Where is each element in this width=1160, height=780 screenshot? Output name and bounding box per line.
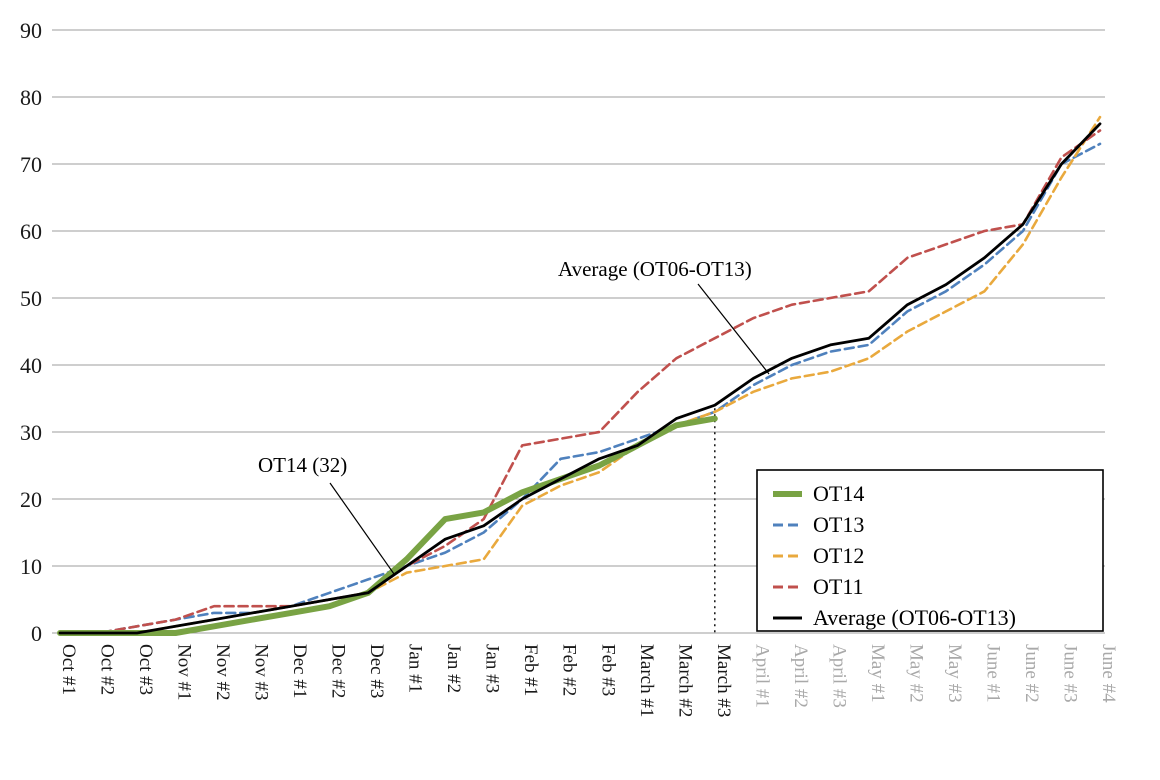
x-axis-label: June #2 [1021,644,1042,703]
x-axis-label: Jan #3 [482,644,503,693]
x-axis-label: May #1 [867,644,888,703]
x-axis-label: May #2 [905,644,926,703]
x-axis-label: Dec #2 [328,644,349,698]
legend-box [756,469,1104,632]
x-axis-label: June #3 [1059,644,1080,703]
legend-item-ot14: OT14 [773,481,864,506]
x-axis-label: Nov #3 [251,644,272,700]
x-axis-label: Feb #1 [520,644,541,696]
x-axis-label: Dec #1 [289,644,310,698]
series-line-ot13 [58,142,1102,635]
y-axis-label: 60 [20,219,42,244]
series-line-ot14 [57,415,718,636]
x-axis-label: Feb #3 [597,644,618,696]
y-axis-labels: 0 10 20 30 40 50 60 70 80 90 [20,18,42,646]
y-axis-label: 10 [20,554,42,579]
y-axis-label: 0 [31,621,42,646]
x-axis-label: Dec #3 [366,644,387,698]
legend: OT14 OT13 OT12 OT11 Average (OT06-OT13) [756,469,1104,632]
x-axis-label: Nov #2 [212,644,233,700]
series-line-ot11 [58,129,1102,635]
y-axis-label: 40 [20,353,42,378]
annotation-ot14-leader-line [329,482,395,575]
x-axis-label: Oct #1 [58,644,79,695]
legend-item-ot11: OT11 [773,574,864,599]
x-axis-labels: Oct #1 Oct #2 Oct #3 Nov #1 Nov #2 Nov #3 Dec … [58,644,1119,717]
legend-label: OT12 [813,543,864,568]
series-line-average-ot06-ot13- [58,122,1102,635]
x-axis-label: Jan #2 [443,644,464,693]
legend-item-average-ot06-ot13-: Average (OT06-OT13) [773,605,1016,630]
x-axis-label: Oct #3 [135,644,156,695]
x-axis-label: Jan #1 [405,644,426,693]
x-axis-label: Feb #2 [559,644,580,696]
x-axis-label: April #1 [751,644,772,708]
legend-label: OT14 [813,481,864,506]
gridlines [52,29,1105,634]
y-axis-label: 20 [20,487,42,512]
annotation-average-leader-line [697,283,770,375]
y-axis-label: 50 [20,286,42,311]
x-axis-label: March #2 [674,644,695,717]
legend-label: Average (OT06-OT13) [813,605,1016,630]
annotation-average-label: Average (OT06-OT13) [558,257,752,281]
x-axis-label: April #3 [828,644,849,708]
y-axis-label: 80 [20,85,42,110]
x-axis-label: March #3 [713,644,734,717]
x-axis-label: April #2 [790,644,811,708]
legend-item-ot13: OT13 [773,512,864,537]
x-axis-label: March #1 [636,644,657,717]
y-axis-label: 90 [20,18,42,43]
x-axis-label: June #4 [1098,644,1119,703]
legend-label: OT13 [813,512,864,537]
x-axis-label: Oct #2 [97,644,118,695]
x-axis-label: June #1 [982,644,1003,703]
annotation-ot14-label: OT14 (32) [258,453,347,477]
x-axis-label: May #3 [944,644,965,703]
annotation-average: Average (OT06-OT13) [558,257,770,375]
y-axis-label: 70 [20,152,42,177]
annotation-ot14: OT14 (32) [258,453,395,575]
x-axis-label: Nov #1 [174,644,195,700]
legend-item-ot12: OT12 [773,543,864,568]
legend-label: OT11 [813,574,864,599]
y-axis-label: 30 [20,420,42,445]
